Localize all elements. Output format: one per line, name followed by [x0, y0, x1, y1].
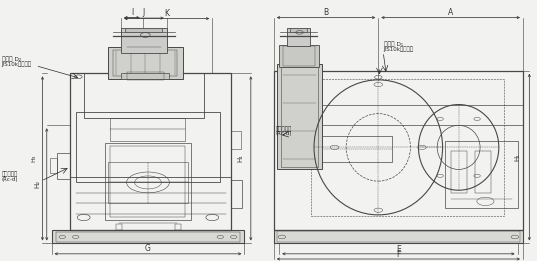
- Bar: [274, 71, 523, 230]
- Text: A: A: [448, 8, 453, 17]
- Bar: [108, 162, 188, 203]
- Bar: [113, 50, 177, 76]
- Bar: [84, 73, 204, 117]
- Bar: [277, 232, 520, 242]
- Bar: [76, 112, 220, 182]
- Bar: [231, 180, 242, 208]
- Bar: [70, 73, 231, 230]
- Bar: [322, 105, 523, 125]
- Text: F: F: [396, 250, 401, 259]
- Text: 冷却水入口: 冷却水入口: [275, 126, 292, 132]
- Bar: [108, 48, 183, 79]
- Text: 吹出口 D₂: 吹出口 D₂: [2, 56, 21, 62]
- Text: I: I: [131, 8, 133, 17]
- Bar: [111, 117, 185, 141]
- Bar: [50, 158, 57, 173]
- Text: H₁: H₁: [237, 155, 243, 162]
- Text: H₃: H₃: [31, 155, 37, 162]
- Bar: [475, 151, 491, 193]
- Text: JIS10kフランジ: JIS10kフランジ: [383, 47, 413, 52]
- Text: G: G: [145, 244, 151, 253]
- Bar: [175, 224, 181, 230]
- Bar: [56, 232, 240, 242]
- Bar: [291, 28, 307, 32]
- Bar: [111, 146, 185, 217]
- Text: 冷却水出口: 冷却水出口: [2, 172, 18, 177]
- Text: 吸気口 D₁: 吸気口 D₁: [383, 41, 403, 47]
- Text: H₁: H₁: [514, 153, 520, 161]
- Bar: [281, 67, 318, 167]
- Bar: [287, 28, 310, 46]
- Bar: [231, 130, 241, 149]
- Text: H₂: H₂: [34, 180, 40, 188]
- Bar: [322, 136, 391, 162]
- Bar: [451, 151, 467, 193]
- Text: K: K: [164, 9, 169, 18]
- Bar: [105, 144, 191, 220]
- Bar: [127, 72, 164, 80]
- Bar: [121, 28, 166, 53]
- Text: (Rc-d): (Rc-d): [275, 131, 292, 136]
- Bar: [57, 153, 70, 179]
- Bar: [284, 46, 315, 66]
- Bar: [279, 45, 320, 67]
- Bar: [277, 64, 322, 169]
- Text: J: J: [143, 8, 145, 17]
- Bar: [445, 141, 518, 208]
- Bar: [311, 79, 504, 216]
- Bar: [116, 224, 122, 230]
- Bar: [121, 73, 169, 79]
- Text: JIS10kフランジ: JIS10kフランジ: [2, 62, 32, 67]
- Bar: [52, 230, 244, 244]
- Bar: [274, 230, 523, 244]
- Text: E: E: [396, 245, 401, 254]
- Bar: [126, 28, 163, 32]
- Text: (Rc-d): (Rc-d): [2, 177, 18, 182]
- Text: B: B: [323, 8, 329, 17]
- Bar: [70, 177, 231, 230]
